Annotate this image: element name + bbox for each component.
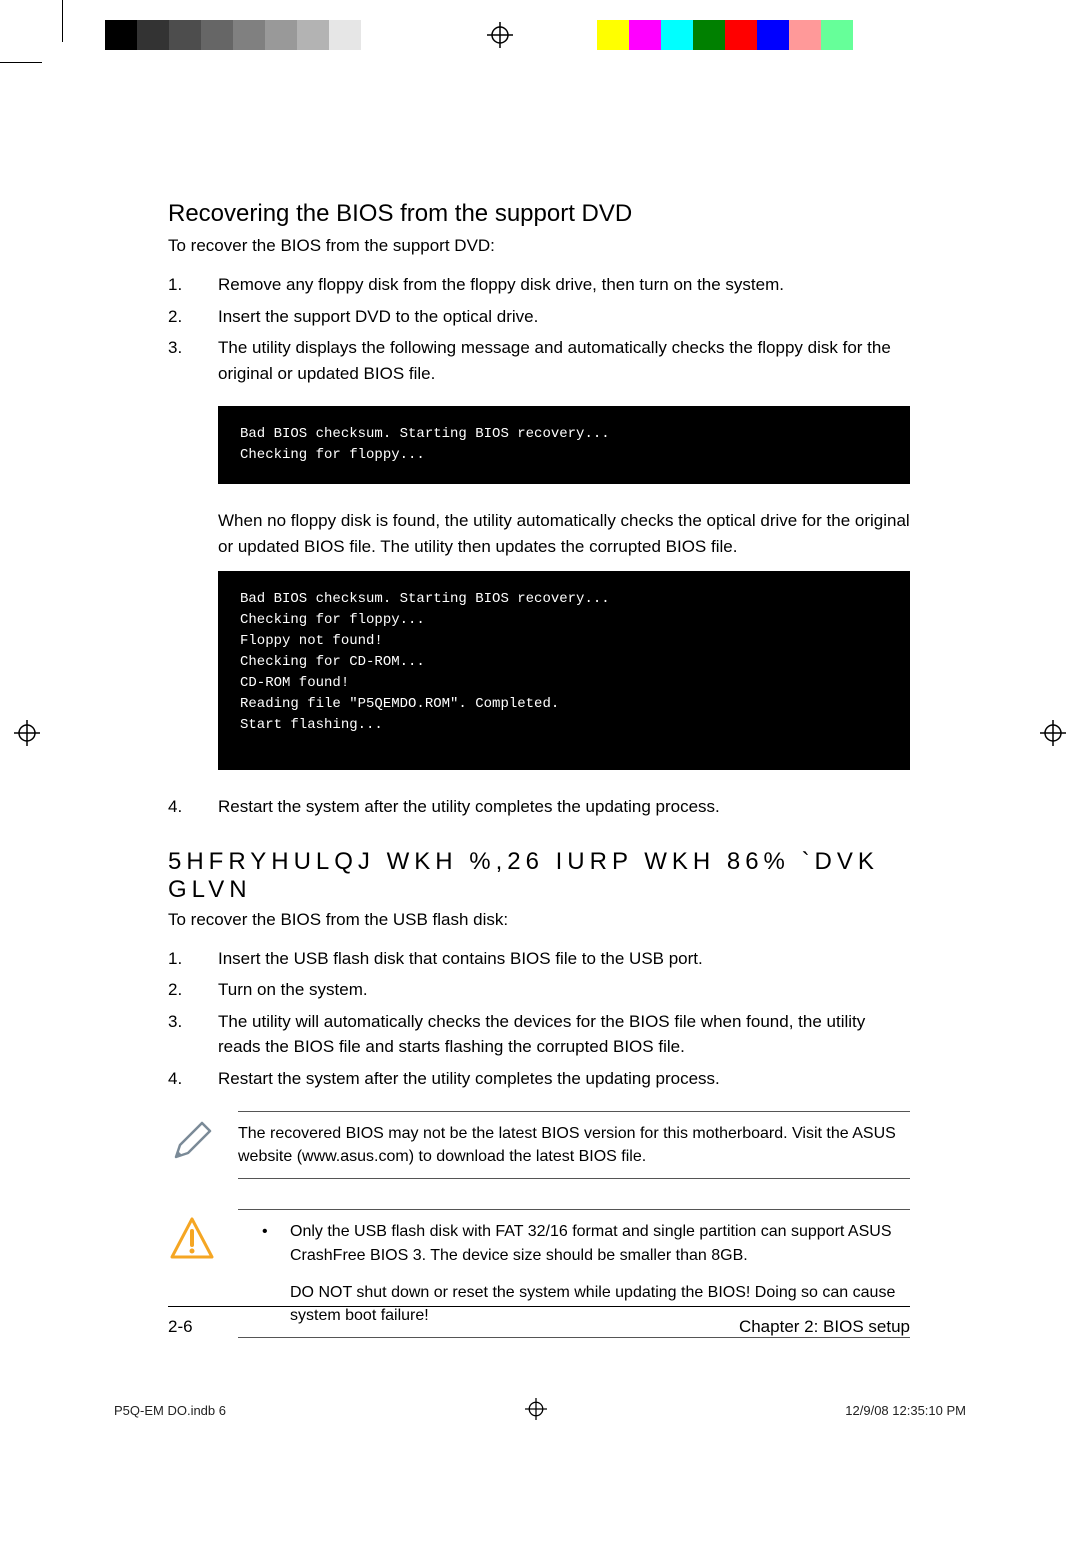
list-number: 3. [168, 335, 218, 386]
list-text: Restart the system after the utility com… [218, 1066, 720, 1092]
list-text: Turn on the system. [218, 977, 368, 1003]
list-text: Restart the system after the utility com… [218, 794, 720, 820]
note-text: The recovered BIOS may not be the latest… [238, 1111, 910, 1179]
code-block: Bad BIOS checksum. Starting BIOS recover… [218, 406, 910, 484]
note-callout: The recovered BIOS may not be the latest… [168, 1111, 910, 1179]
section-heading: Recovering the BIOS from the support DVD [168, 200, 910, 228]
list-text: The utility displays the following messa… [218, 335, 910, 386]
intro-text: To recover the BIOS from the support DVD… [168, 236, 910, 256]
registration-mark-icon [487, 22, 513, 48]
list-number: 1. [168, 272, 218, 298]
list-text: Insert the USB flash disk that contains … [218, 946, 703, 972]
section-heading: 5HFRYHULQJ WKH %,26 IURP WKH 86% `DVK GL… [168, 848, 910, 904]
ordered-list: 1.Insert the USB flash disk that contain… [168, 946, 910, 1092]
process-colorbar [597, 20, 853, 50]
registration-mark-icon [14, 720, 40, 746]
ordered-list: 4.Restart the system after the utility c… [168, 794, 910, 820]
list-number: 3. [168, 1009, 218, 1060]
print-metadata: P5Q-EM DO.indb 6 12/9/08 12:35:10 PM [114, 1398, 966, 1423]
crop-mark [0, 62, 42, 63]
list-number: 2. [168, 304, 218, 330]
intro-text: To recover the BIOS from the USB flash d… [168, 910, 910, 930]
list-text: Insert the support DVD to the optical dr… [218, 304, 538, 330]
list-text: Remove any floppy disk from the floppy d… [218, 272, 784, 298]
ordered-list: 1.Remove any floppy disk from the floppy… [168, 272, 910, 386]
list-number: 2. [168, 977, 218, 1003]
warning-text: Only the USB flash disk with FAT 32/16 f… [290, 1220, 910, 1266]
bullet: • [238, 1220, 290, 1266]
pencil-icon [168, 1111, 238, 1170]
filename-text: P5Q-EM DO.indb 6 [114, 1403, 226, 1418]
page-footer: 2-6 Chapter 2: BIOS setup [168, 1306, 910, 1337]
grayscale-colorbar [105, 20, 361, 50]
list-number: 1. [168, 946, 218, 972]
chapter-label: Chapter 2: BIOS setup [739, 1317, 910, 1337]
timestamp-text: 12/9/08 12:35:10 PM [845, 1403, 966, 1418]
registration-mark-icon [525, 1398, 547, 1423]
crop-mark [62, 0, 63, 42]
warning-icon [168, 1209, 238, 1268]
list-text: The utility will automatically checks th… [218, 1009, 910, 1060]
code-block: Bad BIOS checksum. Starting BIOS recover… [218, 571, 910, 770]
registration-mark-icon [1040, 720, 1066, 746]
list-number: 4. [168, 1066, 218, 1092]
page-number: 2-6 [168, 1317, 193, 1337]
list-number: 4. [168, 794, 218, 820]
body-text: When no floppy disk is found, the utilit… [218, 508, 910, 559]
